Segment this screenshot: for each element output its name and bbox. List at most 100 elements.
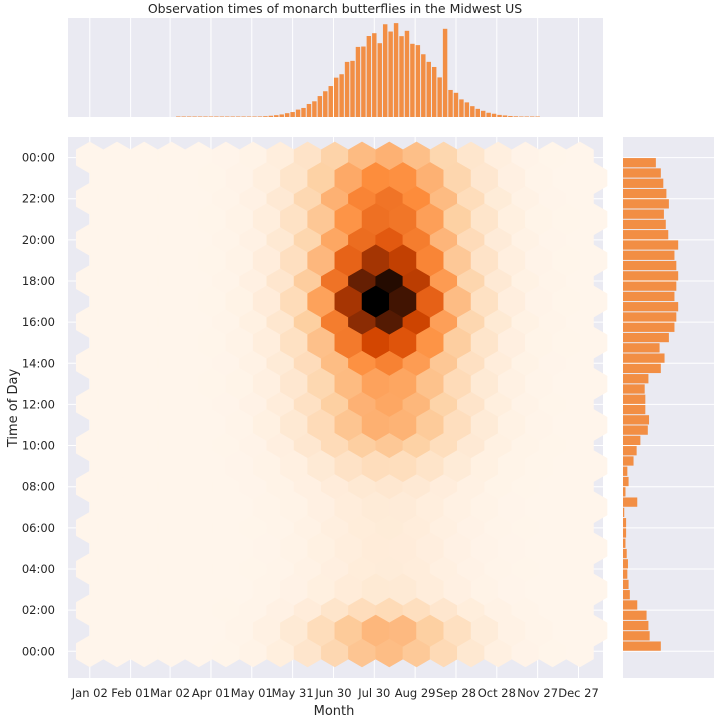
right-histogram-bar (623, 487, 626, 497)
right-histogram-bar (623, 188, 667, 199)
right-histogram-bar (623, 168, 661, 178)
top-histogram-bar (301, 107, 306, 117)
right-histogram-bar (623, 404, 646, 415)
top-histogram-bar (339, 74, 344, 117)
right-histogram-bar (623, 579, 629, 590)
y-tick-label: 22:00 (22, 192, 55, 206)
top-histogram-bar (366, 36, 372, 118)
y-tick-label: 18:00 (22, 274, 55, 288)
hexbin-cell (579, 573, 608, 606)
top-marginal-axes: Observation times of monarch butterflies… (68, 1, 603, 118)
right-marginal-axes (623, 137, 714, 678)
right-histogram-bar (623, 178, 664, 188)
top-histogram-bar (519, 116, 524, 117)
right-histogram-bar (623, 456, 634, 466)
y-tick-label: 06:00 (22, 521, 55, 535)
top-histogram-bar (437, 77, 442, 117)
x-tick-label: Apr 01 (192, 686, 230, 700)
right-histogram-bar (623, 425, 648, 435)
y-tick-label: 16:00 (22, 315, 55, 329)
right-histogram-bar (623, 620, 649, 631)
top-histogram-bar (263, 116, 268, 117)
y-tick-label: 00:00 (22, 151, 55, 165)
top-histogram-bar (464, 102, 470, 117)
y-tick-label: 02:00 (22, 603, 55, 617)
x-tick-label: Jul 30 (357, 686, 390, 700)
top-histogram-bar (295, 109, 301, 117)
right-histogram-bar (623, 548, 627, 559)
top-histogram-bar (192, 116, 197, 117)
top-histogram-bar (203, 116, 208, 117)
top-histogram-bar (508, 116, 513, 117)
top-histogram-bar (480, 110, 486, 117)
right-histogram-bar (623, 363, 661, 374)
right-histogram-bar (623, 199, 669, 209)
top-histogram-bar (529, 116, 535, 117)
right-histogram-bar (623, 302, 679, 312)
y-tick-label: 00:00 (22, 644, 55, 658)
right-histogram-bar (623, 250, 675, 260)
right-histogram-bar (623, 518, 627, 528)
x-tick-label: Aug 29 (395, 686, 436, 700)
right-histogram-bar (623, 538, 626, 548)
top-histogram-bar (355, 46, 361, 117)
top-histogram-bar (524, 116, 529, 117)
top-histogram-bar (393, 23, 399, 117)
top-histogram-bar (372, 33, 377, 118)
right-histogram-bar (623, 209, 664, 219)
top-histogram-bar (410, 43, 415, 117)
top-marginal-histogram (176, 23, 540, 118)
top-histogram-bar (186, 116, 192, 117)
x-axis-label: Month (314, 704, 355, 719)
right-histogram-bar (623, 415, 650, 425)
top-histogram-bar (448, 89, 453, 117)
right-histogram-bar (623, 291, 675, 302)
right-histogram-bar (623, 559, 628, 569)
top-histogram-bar (344, 61, 350, 117)
right-histogram-bar (623, 343, 660, 353)
y-tick-label: 04:00 (22, 562, 55, 576)
top-histogram-bar (502, 115, 508, 117)
right-histogram-bar (623, 158, 656, 168)
top-histogram-bar (197, 116, 203, 117)
right-histogram-bar (623, 435, 641, 446)
right-marginal-histogram (623, 158, 679, 651)
top-histogram-bar (421, 54, 426, 117)
y-tick-label: 10:00 (22, 439, 55, 453)
top-histogram-bar (459, 99, 464, 117)
top-histogram-bar (323, 91, 328, 117)
top-histogram-bar (241, 116, 246, 117)
right-histogram-bar (623, 353, 665, 363)
hexbin-cell (579, 285, 608, 318)
right-histogram-bar (623, 641, 661, 651)
top-histogram-bar (404, 30, 410, 118)
top-histogram-bar (181, 116, 186, 117)
hexbin-cell (579, 532, 608, 565)
top-histogram-bar (442, 28, 448, 117)
hexbin-cells (75, 141, 608, 668)
top-histogram-bar (252, 116, 257, 117)
y-tick-labels: 00:00 02:00 04:00 06:00 08:00 10:00 12:00 14:00… (22, 151, 55, 659)
top-histogram-bar (431, 66, 437, 117)
top-histogram-bar (214, 116, 219, 117)
right-histogram-bar (623, 600, 638, 610)
y-tick-label: 08:00 (22, 480, 55, 494)
right-histogram-bar (623, 610, 647, 620)
top-histogram-bar (486, 112, 491, 117)
top-histogram-bar (284, 113, 290, 117)
top-histogram-bar (350, 60, 355, 117)
y-axis-label: Time of Day (6, 369, 21, 449)
right-histogram-bar (623, 219, 666, 230)
x-tick-label: Jun 30 (314, 686, 351, 700)
top-histogram-bar (225, 116, 230, 117)
y-tick-label: 20:00 (22, 233, 55, 247)
right-histogram-bar (623, 497, 638, 507)
top-histogram-bar (399, 36, 404, 117)
top-histogram-bar (257, 116, 263, 117)
top-histogram-bar (388, 31, 393, 118)
right-histogram-bar (623, 260, 677, 271)
top-histogram-bar (208, 116, 214, 117)
hexbin-cell (579, 244, 608, 277)
